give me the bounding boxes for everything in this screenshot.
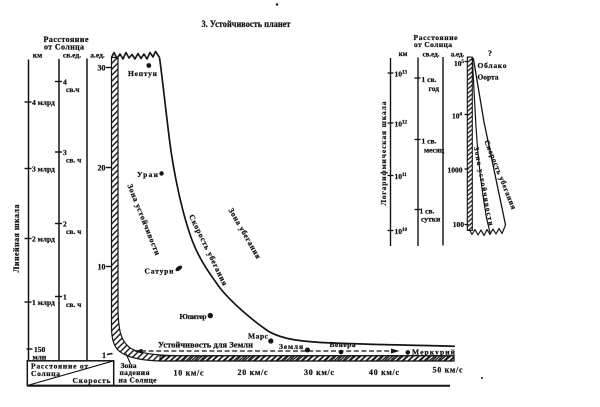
svg-text:50 км/с: 50 км/с bbox=[433, 366, 463, 375]
svg-text:месяц: месяц bbox=[424, 146, 445, 155]
svg-text:Расстояние: Расстояние bbox=[414, 33, 459, 42]
svg-text:1 св.: 1 св. bbox=[420, 207, 435, 216]
svg-text:Логарифмическая шкала: Логарифмическая шкала bbox=[379, 101, 388, 205]
svg-text:1 св.: 1 св. bbox=[422, 137, 437, 146]
svg-text:10 км/с: 10 км/с bbox=[174, 369, 204, 378]
svg-text:Расстояние: Расстояние bbox=[44, 35, 89, 44]
svg-text:3: 3 bbox=[63, 148, 67, 157]
svg-text:Марс: Марс bbox=[248, 332, 269, 341]
svg-text:1010: 1010 bbox=[395, 227, 408, 236]
svg-text:Зона убегания: Зона убегания bbox=[227, 206, 264, 261]
svg-text:падения: падения bbox=[120, 368, 150, 377]
svg-text:Венера: Венера bbox=[330, 340, 356, 349]
svg-text:Земля: Земля bbox=[279, 342, 303, 351]
svg-text:Юпитер: Юпитер bbox=[180, 312, 207, 321]
svg-text:Зона: Зона bbox=[121, 361, 137, 370]
svg-text:год: год bbox=[429, 84, 440, 93]
svg-text:Оорта: Оорта bbox=[478, 73, 499, 82]
svg-text:св. ч: св. ч bbox=[66, 300, 82, 309]
svg-text:30: 30 bbox=[98, 64, 106, 73]
svg-text:Сатурн: Сатурн bbox=[145, 267, 175, 276]
svg-text:св. ч: св. ч bbox=[66, 227, 82, 236]
svg-text:20: 20 bbox=[98, 164, 106, 173]
svg-text:Скорость: Скорость bbox=[73, 376, 111, 385]
svg-text:20 км/с: 20 км/с bbox=[238, 368, 268, 377]
svg-text:3. Устойчивость планет: 3. Устойчивость планет bbox=[202, 19, 291, 30]
svg-text:на Солнце: на Солнце bbox=[119, 375, 158, 384]
svg-text:млн: млн bbox=[33, 353, 47, 362]
svg-text:4 млрд: 4 млрд bbox=[32, 98, 55, 107]
svg-text:км: км bbox=[33, 51, 42, 60]
svg-text:1011: 1011 bbox=[395, 172, 408, 181]
svg-text:Солнца: Солнца bbox=[31, 369, 60, 378]
svg-text:Зона устойчивости: Зона устойчивости bbox=[125, 183, 162, 257]
svg-text:Скорость убегания: Скорость убегания bbox=[187, 213, 230, 288]
svg-text:30 км/с: 30 км/с bbox=[304, 368, 334, 377]
svg-text:сутки: сутки bbox=[421, 215, 441, 224]
svg-text:св.ед.: св.ед. bbox=[423, 51, 440, 59]
svg-text:а.ед.: а.ед. bbox=[90, 51, 105, 60]
svg-text:10: 10 bbox=[98, 263, 106, 272]
svg-text:?: ? bbox=[488, 49, 492, 58]
svg-text:от Солнца: от Солнца bbox=[44, 43, 84, 52]
svg-text:1: 1 bbox=[102, 351, 106, 360]
svg-text:1000: 1000 bbox=[448, 166, 463, 175]
svg-text:100: 100 bbox=[453, 220, 465, 229]
svg-text:Устойчивость для Земли: Устойчивость для Земли bbox=[158, 341, 253, 350]
svg-text:150: 150 bbox=[34, 345, 46, 354]
svg-text:св. ч: св. ч bbox=[66, 156, 82, 165]
svg-text:1 св.: 1 св. bbox=[422, 75, 437, 84]
svg-text:3 млрд: 3 млрд bbox=[32, 165, 55, 174]
svg-text:св.ч: св.ч bbox=[66, 85, 80, 94]
svg-text:Облако: Облако bbox=[478, 61, 507, 70]
svg-text:1012: 1012 bbox=[395, 120, 408, 129]
svg-text:Меркурий: Меркурий bbox=[412, 348, 456, 357]
svg-text:1013: 1013 bbox=[395, 70, 408, 79]
svg-text:1: 1 bbox=[63, 293, 67, 302]
svg-text:104: 104 bbox=[452, 112, 463, 121]
svg-text:105: 105 bbox=[454, 59, 465, 68]
svg-text:40 км/с: 40 км/с bbox=[369, 368, 399, 377]
svg-text:2: 2 bbox=[63, 220, 67, 229]
svg-text:2 млрд: 2 млрд bbox=[32, 235, 55, 244]
svg-text:4: 4 bbox=[63, 78, 67, 87]
svg-text:св.ед.: св.ед. bbox=[63, 51, 81, 60]
svg-text:км: км bbox=[399, 50, 408, 58]
svg-text:а.ед.: а.ед. bbox=[451, 51, 465, 59]
svg-text:Расстояние от: Расстояние от bbox=[31, 361, 88, 370]
svg-text:Уран: Уран bbox=[137, 170, 159, 179]
svg-text:Нептун: Нептун bbox=[128, 69, 158, 78]
svg-text:Линейная шкала: Линейная шкала bbox=[12, 205, 21, 273]
svg-text:от Солнца: от Солнца bbox=[414, 40, 452, 49]
svg-text:1 млрд: 1 млрд bbox=[32, 298, 55, 307]
